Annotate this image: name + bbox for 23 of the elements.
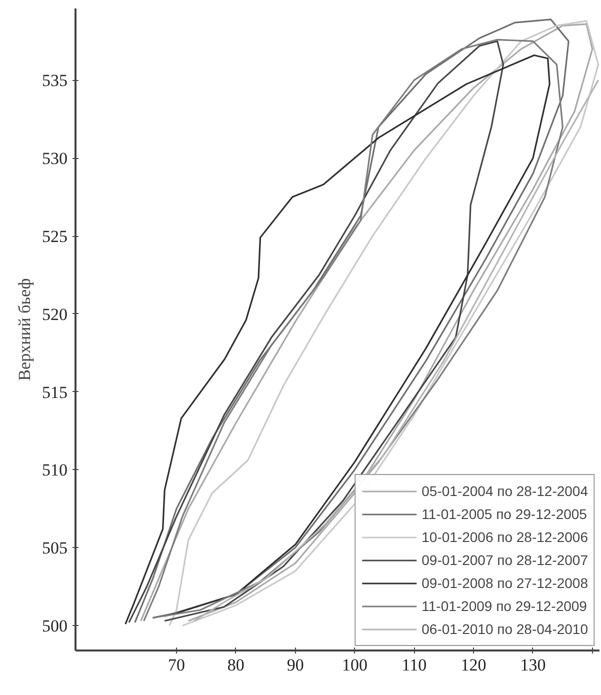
y-tick-label: 530 — [42, 149, 68, 168]
y-tick-label: 500 — [42, 616, 68, 636]
y-tick-label: 525 — [42, 227, 68, 246]
x-tick-label: 130 — [520, 656, 546, 674]
y-axis-title: Верхний бьеф — [15, 278, 34, 381]
legend-label: 09-01-2007 по 28-12-2007 — [422, 552, 588, 568]
x-tick-label: 100 — [342, 656, 368, 674]
y-tick-label: 510 — [42, 460, 68, 480]
y-tick-label: 505 — [42, 538, 68, 558]
x-tick-label: 120 — [460, 656, 486, 674]
legend-label: 11-01-2009 по 29-12-2009 — [422, 598, 587, 614]
y-tick-label: 515 — [42, 382, 68, 402]
legend-label: 11-01-2005 по 29-12-2005 — [422, 506, 587, 522]
x-tick-label: 70 — [168, 656, 185, 674]
x-tick-label: 80 — [227, 656, 244, 674]
x-tick-label: 90 — [286, 656, 304, 674]
y-tick-label: 535 — [42, 71, 68, 90]
legend-label: 06-01-2010 по 28-04-2010 — [422, 621, 588, 637]
legend-label: 09-01-2008 по 27-12-2008 — [422, 575, 588, 591]
x-tick-label: 110 — [402, 656, 427, 674]
legend-label: 05-01-2004 по 28-12-2004 — [422, 483, 588, 499]
legend-label: 10-01-2006 по 28-12-2006 — [422, 529, 588, 545]
y-tick-label: 520 — [42, 304, 68, 324]
